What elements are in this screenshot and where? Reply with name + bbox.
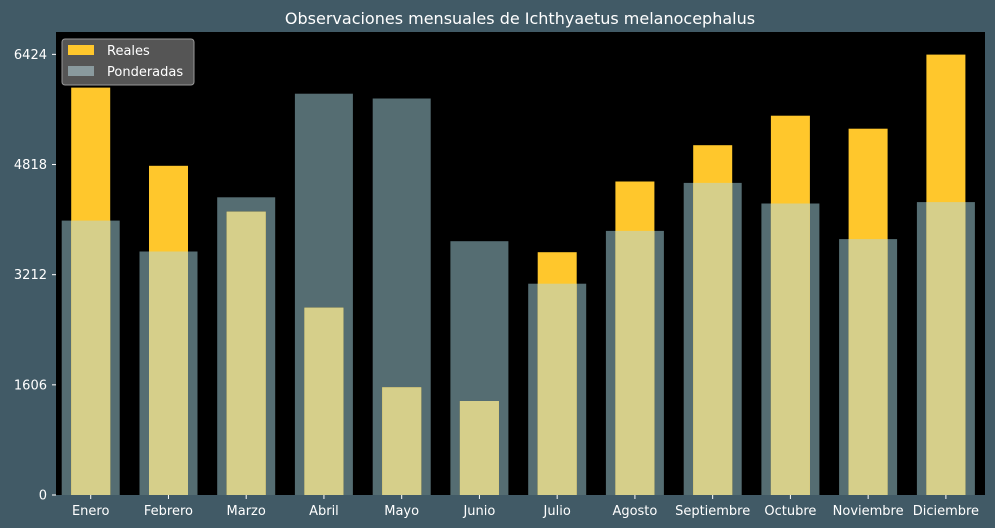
x-tick-label-3: Abril xyxy=(309,504,339,519)
y-tick-label-4: 6424 xyxy=(14,48,47,63)
bar-overlap-2 xyxy=(227,212,266,495)
y-tick-label-3: 4818 xyxy=(14,158,47,173)
x-tick-label-10: Noviembre xyxy=(833,504,904,519)
bar-overlap-4 xyxy=(382,387,421,495)
x-tick-label-0: Enero xyxy=(72,504,110,519)
x-tick-label-4: Mayo xyxy=(384,504,419,519)
y-tick-label-2: 3212 xyxy=(14,268,47,283)
bar-overlap-9 xyxy=(771,204,810,496)
x-tick-label-11: Diciembre xyxy=(913,504,979,519)
y-axis: 0 1606 3212 4818 6424 xyxy=(14,48,56,504)
legend-swatch-ponderadas xyxy=(68,66,94,76)
bar-overlap-6 xyxy=(538,284,577,495)
legend-label-ponderadas: Ponderadas xyxy=(107,65,183,80)
y-tick-label-0: 0 xyxy=(39,489,47,504)
x-tick-label-7: Agosto xyxy=(612,504,657,519)
bar-overlap-1 xyxy=(149,252,188,496)
bar-overlap-5 xyxy=(460,401,499,495)
x-tick-label-2: Marzo xyxy=(227,504,266,519)
bar-overlap-10 xyxy=(849,239,888,495)
bar-overlap-11 xyxy=(926,202,965,495)
x-axis: Enero Febrero Marzo Abril Mayo Junio Julio Agos… xyxy=(72,495,979,519)
bar-overlap-8 xyxy=(693,183,732,495)
x-tick-label-5: Junio xyxy=(462,504,495,519)
legend-label-reales: Reales xyxy=(107,44,150,59)
legend-swatch-reales xyxy=(68,45,94,55)
x-tick-label-6: Julio xyxy=(543,504,571,519)
legend: Reales Ponderadas xyxy=(62,39,194,85)
y-tick-label-1: 1606 xyxy=(14,378,47,393)
x-tick-label-8: Septiembre xyxy=(675,504,750,519)
bar-overlap-3 xyxy=(304,308,343,495)
chart-title: Observaciones mensuales de Ichthyaetus m… xyxy=(285,9,755,28)
x-tick-label-9: Octubre xyxy=(764,504,816,519)
bar-overlap-7 xyxy=(615,231,654,495)
x-tick-label-1: Febrero xyxy=(144,504,193,519)
bar-overlap-0 xyxy=(71,221,110,495)
